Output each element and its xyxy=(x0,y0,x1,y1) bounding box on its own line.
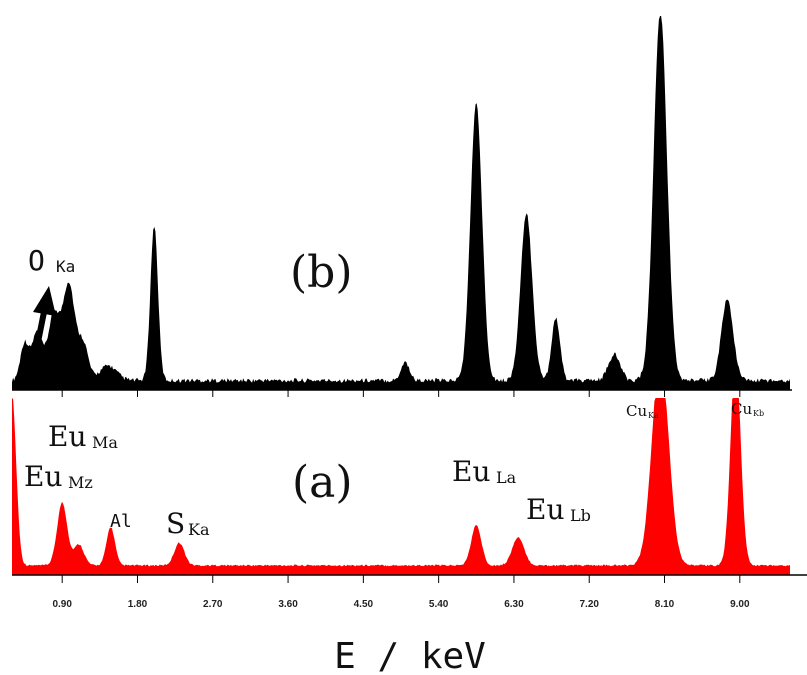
x-tick-label: 9.00 xyxy=(730,599,750,610)
panel-a-label: (a) xyxy=(292,457,353,508)
annotation-eu-ma: Eu Ma xyxy=(48,420,118,453)
annotation-cu-ka-sub: Ka xyxy=(648,411,659,420)
annotation-eu-mz: Eu Mz xyxy=(24,460,93,493)
annotation-eu-ma-text: Eu xyxy=(48,420,86,453)
x-tick-label: 7.20 xyxy=(579,599,599,610)
panel-b-ticks xyxy=(61,390,741,397)
annotation-eu-la-text: Eu xyxy=(452,455,490,488)
annotation-o-ka-sub: Ka xyxy=(56,257,75,276)
annotation-eu-lb: Eu Lb xyxy=(526,493,591,526)
panel-b-label: (b) xyxy=(290,247,353,298)
annotation-eu-lb-sub: Lb xyxy=(570,506,591,525)
x-tick-label: 4.50 xyxy=(354,599,374,610)
x-axis-ticks xyxy=(61,575,741,583)
annotation-al: Al xyxy=(110,511,132,532)
annotation-eu-la-sub: La xyxy=(496,468,517,487)
spectrum-b-area xyxy=(12,16,790,390)
annotation-o-ka-text: O xyxy=(28,244,45,277)
annotation-cu-kb-sub: Kb xyxy=(753,409,764,418)
x-tick-label: 2.70 xyxy=(203,599,223,610)
annotation-eu-la: Eu La xyxy=(452,455,517,488)
x-axis-label: E / keV xyxy=(334,636,486,675)
x-tick-label: 6.30 xyxy=(504,599,524,610)
annotation-cu-ka: Cu Ka xyxy=(626,402,659,420)
arrow-up-icon xyxy=(33,311,47,353)
annotation-eu-ma-sub: Ma xyxy=(92,433,118,452)
annotation-eu-lb-text: Eu xyxy=(526,493,564,526)
x-tick-label: 1.80 xyxy=(128,599,148,610)
annotation-s-ka-text: S xyxy=(166,507,185,540)
annotation-eu-mz-text: Eu xyxy=(24,460,62,493)
x-tick-label: 0.90 xyxy=(52,599,72,610)
annotation-cu-kb-text: Cu xyxy=(731,400,752,418)
annotation-al-text: Al xyxy=(110,511,132,532)
annotation-s-ka: S Ka xyxy=(166,507,210,540)
annotation-o-ka: O Ka xyxy=(28,244,75,353)
x-tick-label: 8.10 xyxy=(655,599,675,610)
x-tick-label: 3.60 xyxy=(278,599,298,610)
annotation-cu-ka-text: Cu xyxy=(626,402,647,420)
x-axis-tick-labels: 0.90 1.80 2.70 3.60 4.50 5.40 6.30 7.20 … xyxy=(52,599,750,610)
x-tick-label: 5.40 xyxy=(429,599,449,610)
annotation-eu-mz-sub: Mz xyxy=(68,473,93,492)
annotation-s-ka-sub: Ka xyxy=(188,520,210,539)
annotation-cu-kb: Cu Kb xyxy=(731,400,764,418)
spectrum-a-area xyxy=(12,398,790,575)
panel-a: (a) Eu Ma Eu Mz Al S Ka Eu La Eu Lb Cu K… xyxy=(12,398,807,675)
arrowhead-icon xyxy=(33,286,56,316)
panel-b: (b) O Ka xyxy=(12,16,792,397)
